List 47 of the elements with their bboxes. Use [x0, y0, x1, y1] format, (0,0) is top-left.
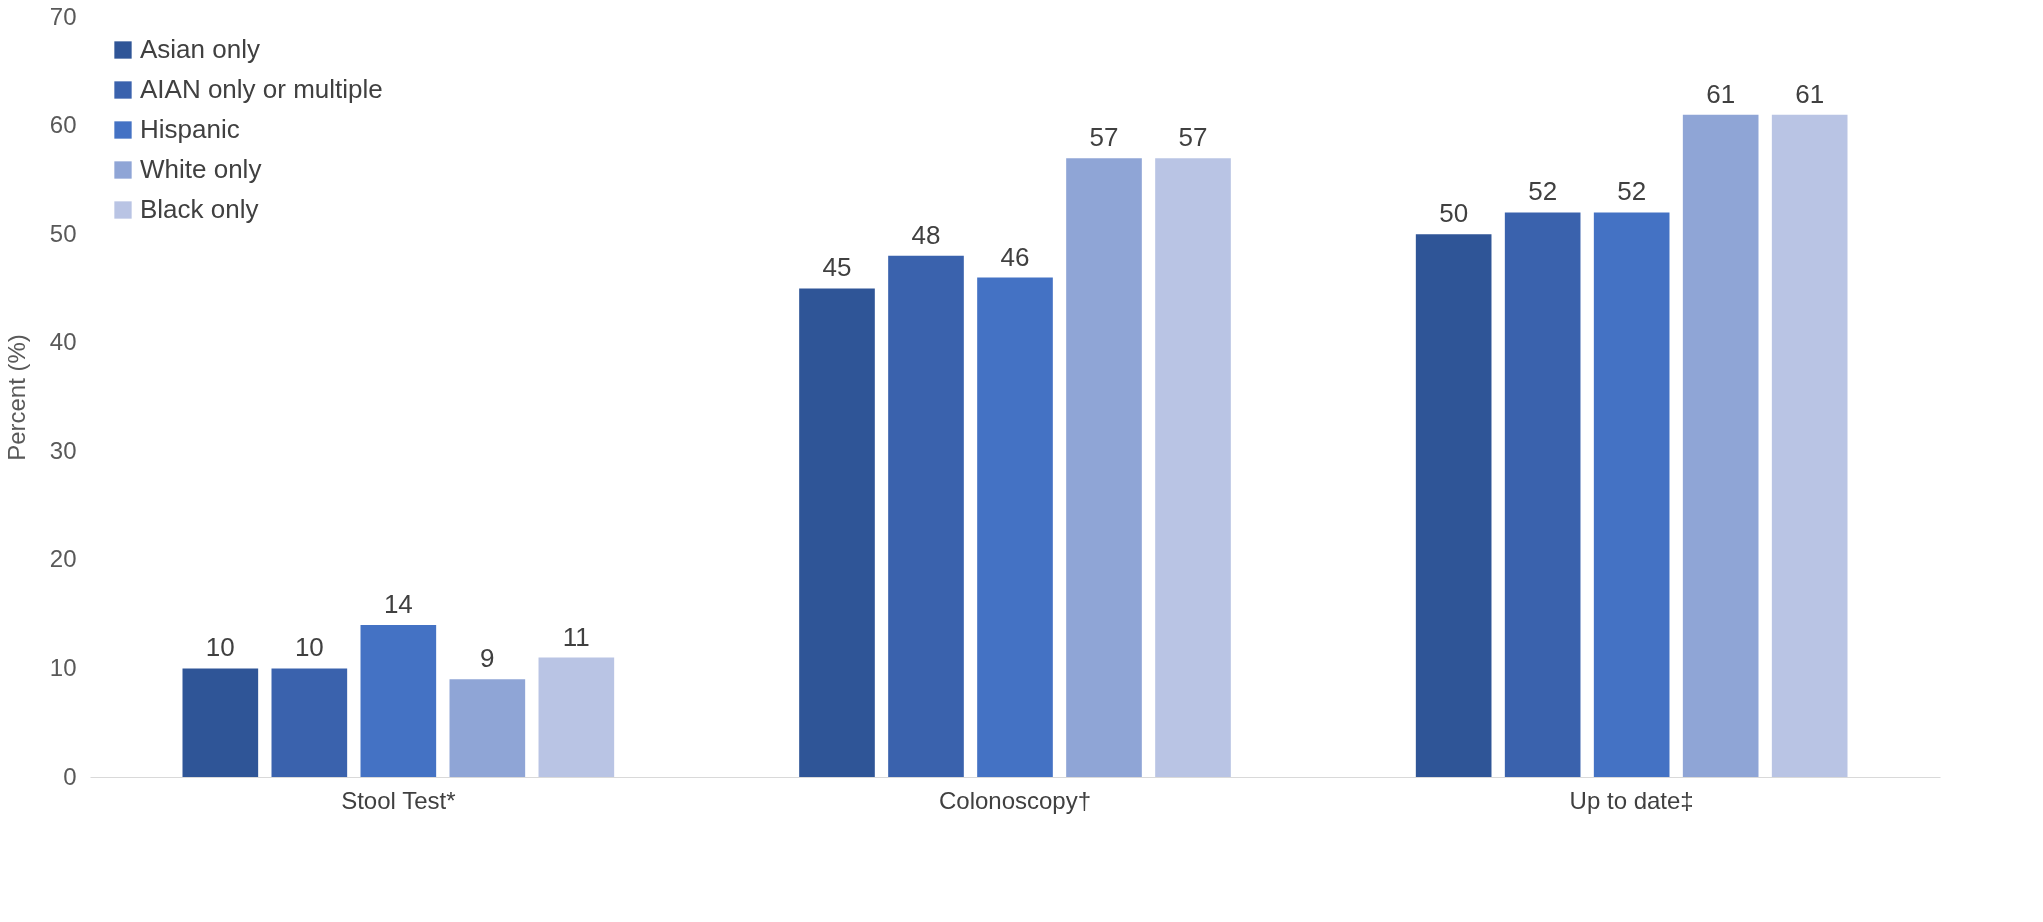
y-tick-label: 20: [49, 545, 77, 573]
data-label: 10: [205, 632, 235, 663]
bar: [1682, 114, 1759, 777]
legend-label: Black only: [140, 194, 259, 224]
y-tick-label: 30: [49, 436, 77, 464]
bar: [360, 625, 437, 777]
data-label: 48: [911, 219, 941, 250]
data-label: 52: [1528, 176, 1558, 207]
y-axis-title: Percent (%): [2, 334, 30, 461]
data-label: 57: [1089, 122, 1119, 153]
y-tick-label: 50: [49, 219, 77, 247]
bar: [1066, 158, 1142, 777]
bar: [977, 277, 1053, 777]
bar: [1415, 234, 1492, 777]
data-label: 61: [1706, 78, 1736, 109]
legend-label: Hispanic: [140, 114, 240, 144]
legend-label: Asian only: [140, 34, 260, 64]
bar: [1155, 158, 1231, 777]
legend-label: White only: [140, 154, 262, 184]
y-tick-label: 60: [49, 111, 77, 139]
data-label: 50: [1439, 198, 1469, 229]
data-label: 61: [1795, 78, 1825, 109]
bar: [271, 668, 348, 777]
bar: [799, 288, 875, 777]
y-tick-label: 10: [49, 653, 77, 681]
bar: [538, 657, 615, 777]
data-label: 11: [562, 621, 590, 652]
y-tick-label: 40: [49, 328, 77, 356]
data-label: 9: [480, 643, 495, 674]
data-label: 57: [1178, 122, 1208, 153]
data-label: 14: [383, 589, 413, 619]
bar: [1504, 212, 1581, 777]
data-label: 10: [294, 632, 324, 663]
data-label: 52: [1617, 176, 1647, 207]
legend-label: AIAN only or multiple: [140, 74, 383, 104]
bar: [1771, 114, 1848, 777]
bar: [449, 679, 526, 777]
x-tick-label: Up to date‡: [1569, 786, 1694, 814]
y-tick-label: 0: [63, 762, 77, 790]
bar: [1593, 212, 1670, 777]
y-tick-label: 70: [49, 2, 77, 30]
x-tick-label: Colonoscopy†: [938, 786, 1092, 814]
data-label: 46: [1000, 241, 1030, 272]
bar: [182, 668, 259, 777]
data-label: 45: [822, 252, 852, 283]
x-tick-label: Stool Test*: [341, 786, 456, 814]
bar: [888, 255, 964, 777]
